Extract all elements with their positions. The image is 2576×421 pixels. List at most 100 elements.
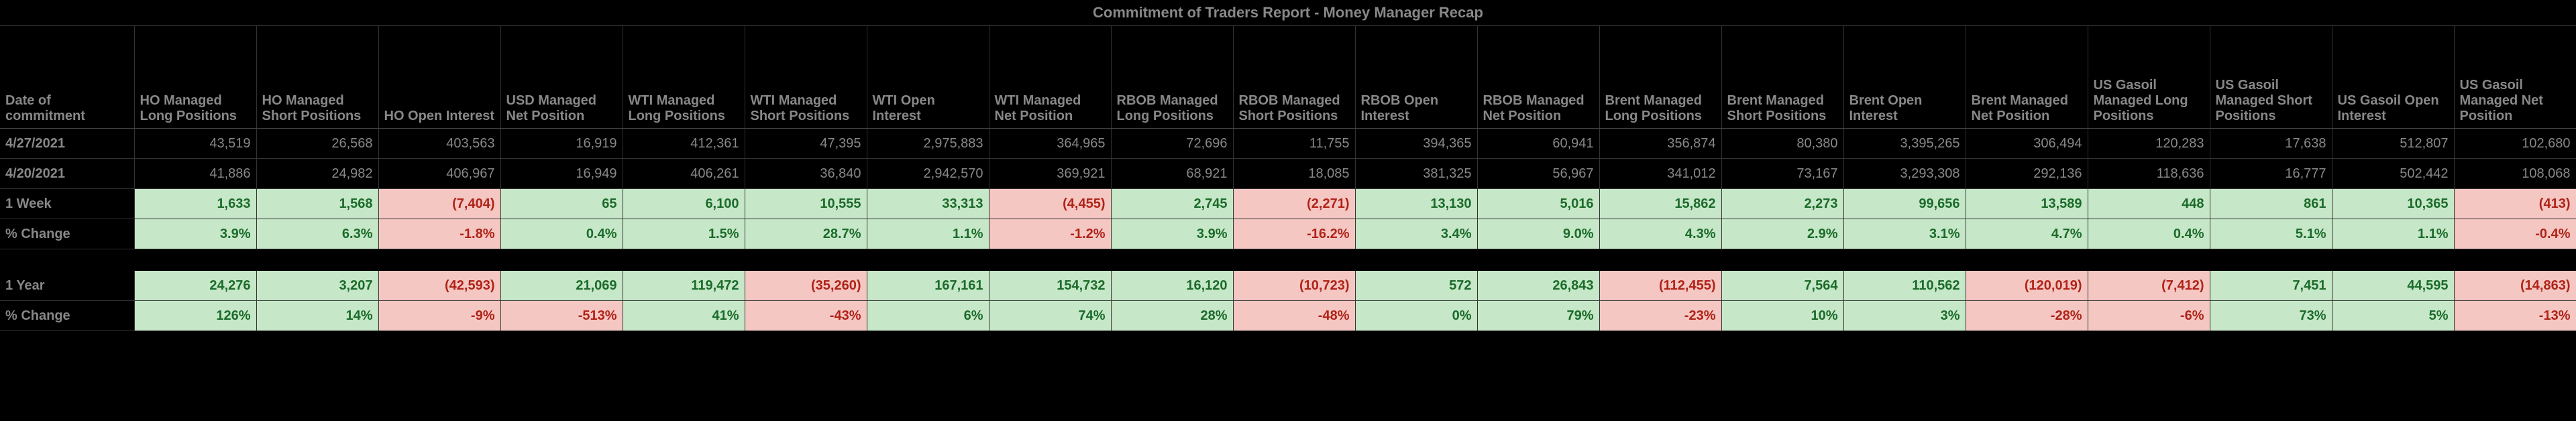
cell: 16,120 (1111, 271, 1233, 301)
table-row: 1 Week1,6331,568(7,404)656,10010,55533,3… (0, 189, 2576, 219)
cell: 2,273 (1721, 189, 1843, 219)
report-container: Commitment of Traders Report - Money Man… (0, 0, 2576, 421)
cell: -0.4% (2454, 219, 2576, 249)
cell: 68,921 (1111, 159, 1233, 189)
cell: -513% (500, 301, 623, 331)
cell: 16,777 (2210, 159, 2332, 189)
cell: 14% (256, 301, 378, 331)
cell: 17,638 (2210, 129, 2332, 159)
cell: 512,807 (2332, 129, 2454, 159)
column-header: US Gasoil Managed Net Position (2454, 26, 2576, 129)
cell: 73,167 (1721, 159, 1843, 189)
column-header: US Gasoil Managed Short Positions (2210, 26, 2332, 129)
column-header: US Gasoil Managed Long Positions (2088, 26, 2210, 129)
cell: 33,313 (867, 189, 989, 219)
cell: 6,100 (623, 189, 745, 219)
table-body: 4/27/202143,51926,568403,56316,919412,36… (0, 129, 2576, 331)
cell: (10,723) (1233, 271, 1355, 301)
cell: -48% (1233, 301, 1355, 331)
column-header: RBOB Managed Net Position (1477, 26, 1599, 129)
cell: 15,862 (1599, 189, 1721, 219)
column-header: RBOB Open Interest (1355, 26, 1477, 129)
column-header: HO Open Interest (378, 26, 500, 129)
cell: 5,016 (1477, 189, 1599, 219)
column-header: HO Managed Long Positions (134, 26, 256, 129)
cell: 3% (1843, 301, 1966, 331)
cell: 306,494 (1966, 129, 2088, 159)
cell: 3,207 (256, 271, 378, 301)
cell: 0.4% (2088, 219, 2210, 249)
cell: 56,967 (1477, 159, 1599, 189)
cell: (120,019) (1966, 271, 2088, 301)
cell: 47,395 (745, 129, 867, 159)
cell: 341,012 (1599, 159, 1721, 189)
row-label: % Change (0, 301, 134, 331)
column-header: WTI Managed Long Positions (623, 26, 745, 129)
cell: 572 (1355, 271, 1477, 301)
column-header: WTI Managed Short Positions (745, 26, 867, 129)
cell: 381,325 (1355, 159, 1477, 189)
cell: -16.2% (1233, 219, 1355, 249)
column-header: Brent Open Interest (1843, 26, 1966, 129)
cell: 44,595 (2332, 271, 2454, 301)
cell: 2,942,570 (867, 159, 989, 189)
row-label: 4/20/2021 (0, 159, 134, 189)
table-row: 1 Year24,2763,207(42,593)21,069119,472(3… (0, 271, 2576, 301)
cell: 43,519 (134, 129, 256, 159)
cell: 1,568 (256, 189, 378, 219)
cell: 80,380 (1721, 129, 1843, 159)
cell: 11,755 (1233, 129, 1355, 159)
cell: 73% (2210, 301, 2332, 331)
column-header: HO Managed Short Positions (256, 26, 378, 129)
cell: 1,633 (134, 189, 256, 219)
cell: 167,161 (867, 271, 989, 301)
cell: (14,863) (2454, 271, 2576, 301)
cell: -43% (745, 301, 867, 331)
column-header: RBOB Managed Long Positions (1111, 26, 1233, 129)
cell: 10% (1721, 301, 1843, 331)
cell: -28% (1966, 301, 2088, 331)
cell: 99,656 (1843, 189, 1966, 219)
cell: 6% (867, 301, 989, 331)
cell: 2.9% (1721, 219, 1843, 249)
cell: 102,680 (2454, 129, 2576, 159)
row-label: % Change (0, 219, 134, 249)
cell: 1.5% (623, 219, 745, 249)
row-label: 4/27/2021 (0, 129, 134, 159)
column-header: Brent Managed Long Positions (1599, 26, 1721, 129)
column-header: RBOB Managed Short Positions (1233, 26, 1355, 129)
table-header: Date of commitmentHO Managed Long Positi… (0, 26, 2576, 129)
cell: 41% (623, 301, 745, 331)
cell: 26,843 (1477, 271, 1599, 301)
column-header: Date of commitment (0, 26, 134, 129)
cell: 13,130 (1355, 189, 1477, 219)
cell: (42,593) (378, 271, 500, 301)
table-row: 4/27/202143,51926,568403,56316,919412,36… (0, 129, 2576, 159)
cell: -6% (2088, 301, 2210, 331)
cell: 364,965 (989, 129, 1111, 159)
cell: 502,442 (2332, 159, 2454, 189)
cell: 7,451 (2210, 271, 2332, 301)
column-header: US Gasoil Open Interest (2332, 26, 2454, 129)
column-header: WTI Managed Net Position (989, 26, 1111, 129)
cell: 119,472 (623, 271, 745, 301)
column-header: Brent Managed Net Position (1966, 26, 2088, 129)
cell: 13,589 (1966, 189, 2088, 219)
cell: 3,293,308 (1843, 159, 1966, 189)
table-row: % Change3.9%6.3%-1.8%0.4%1.5%28.7%1.1%-1… (0, 219, 2576, 249)
cell: 26,568 (256, 129, 378, 159)
cell: (413) (2454, 189, 2576, 219)
cell: 6.3% (256, 219, 378, 249)
cell: 2,745 (1111, 189, 1233, 219)
cell: 394,365 (1355, 129, 1477, 159)
cell: 412,361 (623, 129, 745, 159)
cell: 2,975,883 (867, 129, 989, 159)
cell: 10,365 (2332, 189, 2454, 219)
cell: 3.1% (1843, 219, 1966, 249)
report-title: Commitment of Traders Report - Money Man… (0, 0, 2576, 26)
column-header: USD Managed Net Position (500, 26, 623, 129)
cell: 1.1% (2332, 219, 2454, 249)
cell: 7,564 (1721, 271, 1843, 301)
cell: 24,276 (134, 271, 256, 301)
cell: 3.9% (1111, 219, 1233, 249)
